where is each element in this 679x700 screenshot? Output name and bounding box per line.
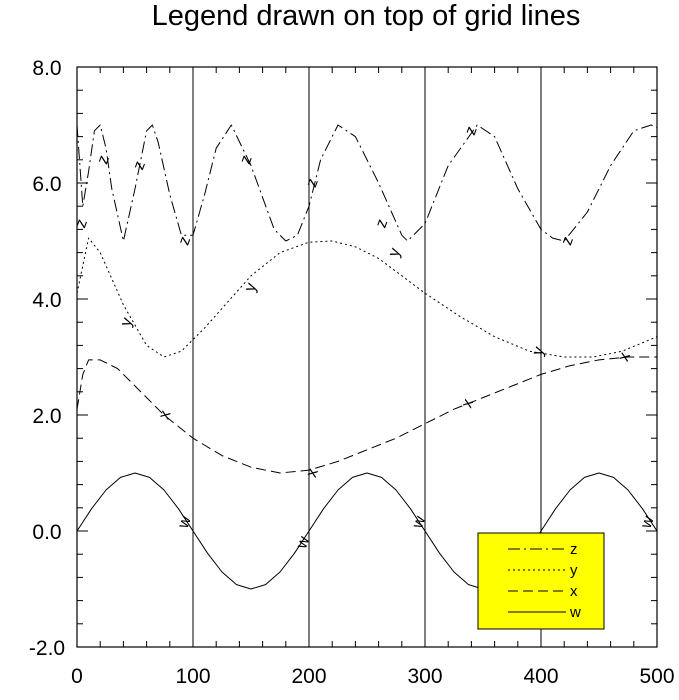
curve-label-x: x [303,466,322,479]
y-tick-label: -2.0 [29,637,65,660]
legend-label-z: z [570,541,578,558]
curve-label-z: z [303,176,322,189]
x-tick-label: 300 [407,665,442,688]
series-line-z [76,124,658,242]
curve-label-z: z [558,234,577,247]
legend-label-w: w [569,604,581,621]
x-tick-label: 200 [291,665,326,688]
curve-label-w: w [293,534,313,552]
curve-label-x: x [459,397,478,410]
x-tick-label: 0 [71,665,83,688]
series-line-y [76,237,658,358]
curve-label-w: w [175,514,195,532]
x-tick-label: 500 [639,665,674,688]
legend-label-y: y [570,562,578,579]
curve-label-y: y [118,316,137,329]
curve-label-y: y [385,246,404,259]
y-tick-label: 6.0 [32,173,61,196]
curve-label-y: y [529,345,548,358]
curve-label-z: z [130,159,149,172]
axis-ticks: 0 100 200 300 400 500 -2.0 0.0 2.0 4.0 6.0 8.0 [29,57,675,688]
y-tick-label: 4.0 [32,289,61,312]
legend-box [477,532,605,630]
x-tick-label: 100 [175,665,210,688]
curve-label-w: w [637,514,657,532]
y-tick-label: 2.0 [32,405,61,428]
curve-label-z: z [94,153,113,166]
series-line-x [76,356,657,474]
curve-label-y: y [242,281,261,294]
legend-label-x: x [570,583,578,600]
y-tick-label: 8.0 [32,57,61,80]
curve-label-z: z [176,234,195,247]
curve-label-x: x [615,350,634,363]
curve-label-z: z [462,124,481,137]
curve-label-x: x [156,408,175,421]
plot-frame [76,66,658,648]
curve-label-z: z [72,217,91,230]
y-tick-label: 0.0 [32,521,61,544]
chart-title: Legend drawn on top of grid lines [152,0,581,32]
series-line-w [76,472,658,590]
curve-label-w: w [409,514,429,532]
curve-label-z: z [373,217,392,230]
x-tick-label: 400 [523,665,558,688]
series-lines [76,124,658,590]
